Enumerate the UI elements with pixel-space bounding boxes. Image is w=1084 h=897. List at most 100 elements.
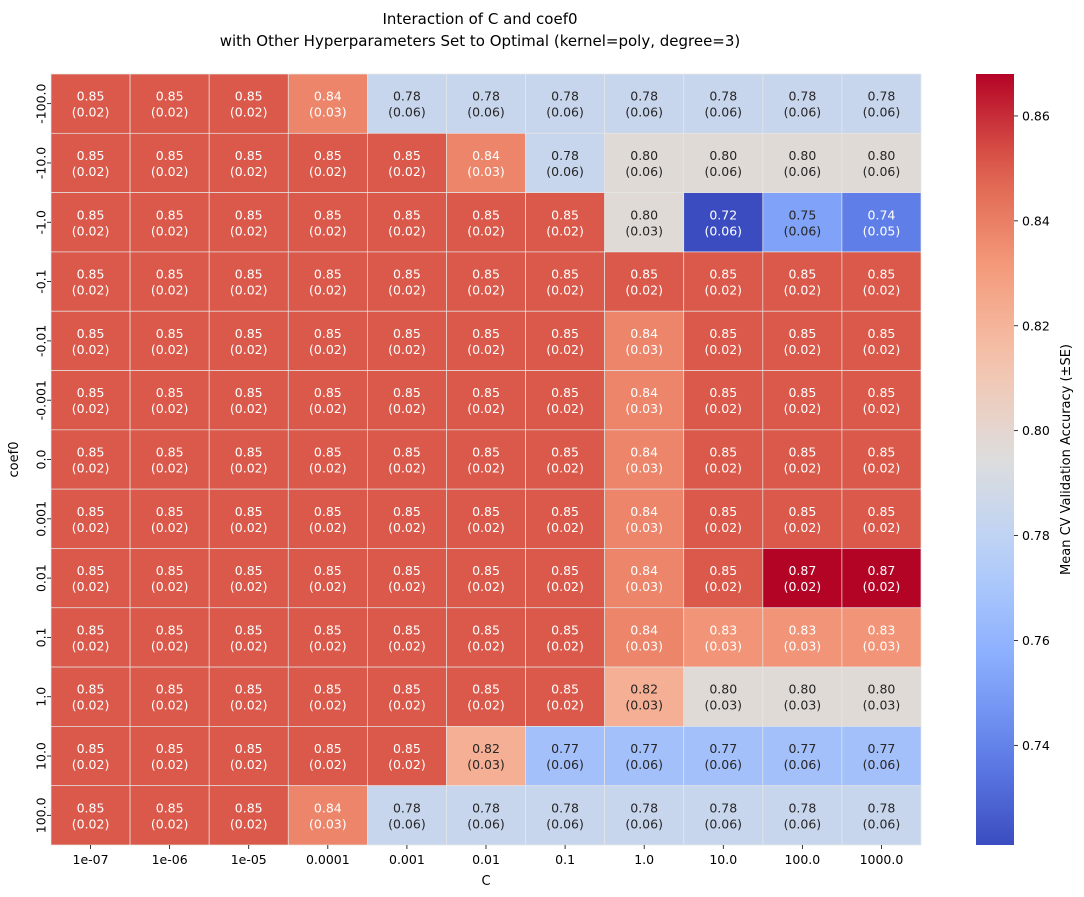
colorbar-tick-label: 0.84 xyxy=(1022,213,1050,228)
heatmap-cell-error: (0.02) xyxy=(467,401,505,416)
y-tick-label: 0.0 xyxy=(34,450,49,470)
heatmap-cell-value: 0.85 xyxy=(551,504,579,519)
heatmap-cell-error: (0.02) xyxy=(151,698,189,713)
heatmap-cell-rect xyxy=(683,488,764,549)
heatmap-cell: 0.78(0.06) xyxy=(604,73,685,134)
heatmap-cell-value: 0.85 xyxy=(77,682,105,697)
heatmap-cell-error: (0.02) xyxy=(230,638,268,653)
heatmap-cell-value: 0.84 xyxy=(630,563,658,578)
heatmap-cell-value: 0.85 xyxy=(77,800,105,815)
heatmap-cell: 0.80(0.06) xyxy=(604,132,685,193)
heatmap-cell: 0.85(0.02) xyxy=(50,132,131,193)
heatmap-cell: 0.78(0.06) xyxy=(683,785,764,846)
heatmap-cell-value: 0.85 xyxy=(709,326,737,341)
heatmap-cell-value: 0.85 xyxy=(551,207,579,222)
heatmap-cell-error: (0.02) xyxy=(546,401,584,416)
colorbar: 0.74 0.76 0.78 0.80 0.82 0.84 0.86 xyxy=(976,74,1050,845)
heatmap-cell-error: (0.02) xyxy=(388,223,426,238)
colorbar-ticks: 0.74 0.76 0.78 0.80 0.82 0.84 0.86 xyxy=(1014,108,1050,753)
heatmap-cell-rect xyxy=(604,607,685,668)
heatmap-cell-value: 0.85 xyxy=(393,622,421,637)
heatmap-cell-error: (0.02) xyxy=(546,342,584,357)
heatmap-cell: 0.80(0.06) xyxy=(762,132,843,193)
x-tick-label: 1e-06 xyxy=(152,852,188,867)
heatmap-cell-rect xyxy=(683,192,764,253)
heatmap-cell-value: 0.85 xyxy=(393,504,421,519)
heatmap-cell-error: (0.02) xyxy=(546,638,584,653)
heatmap-cell-value: 0.85 xyxy=(393,326,421,341)
heatmap-cell: 0.85(0.02) xyxy=(446,666,526,727)
heatmap-cell-value: 0.85 xyxy=(77,207,105,222)
heatmap-cell-error: (0.02) xyxy=(625,283,663,298)
heatmap-cell-value: 0.85 xyxy=(77,741,105,756)
heatmap-cell-value: 0.85 xyxy=(156,741,184,756)
heatmap-cell-rect xyxy=(208,726,289,787)
heatmap-cell-value: 0.85 xyxy=(868,504,896,519)
heatmap-cell-rect xyxy=(287,726,368,787)
heatmap-cell-error: (0.02) xyxy=(863,283,901,298)
heatmap-cell-value: 0.85 xyxy=(788,445,816,460)
heatmap-cell-value: 0.85 xyxy=(235,89,263,104)
heatmap-cell: 0.77(0.06) xyxy=(762,726,843,787)
heatmap-cell: 0.82(0.03) xyxy=(446,726,526,787)
heatmap-cell-error: (0.02) xyxy=(784,520,822,535)
heatmap-cell: 0.85(0.02) xyxy=(367,132,447,193)
heatmap-cell-rect xyxy=(762,310,843,371)
heatmap-cell-rect xyxy=(762,132,843,193)
heatmap-cell-rect xyxy=(762,370,843,431)
heatmap-cell-value: 0.78 xyxy=(709,89,737,104)
heatmap-cell-value: 0.85 xyxy=(235,563,263,578)
heatmap-cell-rect xyxy=(367,132,447,193)
heatmap-cell: 0.85(0.02) xyxy=(683,548,764,609)
y-tick-label: 100.0 xyxy=(34,797,49,833)
heatmap-cell: 0.78(0.06) xyxy=(525,785,605,846)
heatmap-cell-value: 0.80 xyxy=(630,148,658,163)
heatmap-cell-error: (0.02) xyxy=(704,461,742,476)
heatmap-cell: 0.80(0.06) xyxy=(683,132,764,193)
heatmap-cell-rect xyxy=(367,488,447,549)
x-tick-label: 10.0 xyxy=(709,852,737,867)
heatmap-cell: 0.85(0.02) xyxy=(525,429,605,490)
heatmap-cell: 0.85(0.02) xyxy=(287,488,368,549)
heatmap-cell-rect xyxy=(367,73,447,134)
heatmap-cell-value: 0.80 xyxy=(630,207,658,222)
heatmap-cell-error: (0.06) xyxy=(784,816,822,831)
heatmap-cell: 0.85(0.02) xyxy=(367,429,447,490)
x-tick-label: 100.0 xyxy=(784,852,820,867)
heatmap-cell-error: (0.02) xyxy=(309,638,347,653)
heatmap-cell: 0.85(0.02) xyxy=(683,429,764,490)
heatmap-cell-value: 0.85 xyxy=(472,267,500,282)
heatmap-cell-rect xyxy=(683,785,764,846)
heatmap-cell-error: (0.03) xyxy=(863,698,901,713)
heatmap-cell-error: (0.02) xyxy=(230,283,268,298)
heatmap-cell: 0.84(0.03) xyxy=(604,548,685,609)
heatmap-cell-value: 0.85 xyxy=(314,504,342,519)
heatmap-cell-value: 0.85 xyxy=(393,682,421,697)
heatmap-cell-error: (0.02) xyxy=(784,579,822,594)
heatmap-cell-rect xyxy=(50,132,131,193)
chart-title-line-1: Interaction of C and coef0 xyxy=(382,10,578,28)
heatmap-cell-rect xyxy=(683,251,764,312)
heatmap-cell: 0.85(0.02) xyxy=(525,370,605,431)
heatmap-cell-rect xyxy=(50,488,131,549)
heatmap-cell-error: (0.06) xyxy=(467,816,505,831)
heatmap-cell-rect xyxy=(129,370,210,431)
heatmap-cell: 0.78(0.06) xyxy=(446,785,526,846)
heatmap-cell-error: (0.02) xyxy=(230,164,268,179)
heatmap-cell-error: (0.02) xyxy=(388,757,426,772)
heatmap-cell-rect xyxy=(683,666,764,727)
heatmap-cell-value: 0.85 xyxy=(77,563,105,578)
heatmap-cell: 0.85(0.02) xyxy=(129,132,210,193)
heatmap-cell-value: 0.77 xyxy=(788,741,816,756)
heatmap-cell-error: (0.02) xyxy=(784,461,822,476)
heatmap-cell: 0.85(0.02) xyxy=(762,370,843,431)
heatmap-cell-rect xyxy=(208,132,289,193)
heatmap-cell: 0.85(0.02) xyxy=(525,607,605,668)
heatmap-cell-error: (0.06) xyxy=(625,105,663,120)
heatmap-cell-error: (0.02) xyxy=(467,638,505,653)
heatmap-cell-rect xyxy=(683,132,764,193)
heatmap-cell-error: (0.06) xyxy=(388,816,426,831)
heatmap-cell-value: 0.85 xyxy=(156,504,184,519)
heatmap-cell-value: 0.85 xyxy=(472,563,500,578)
x-tick-label: 0.0001 xyxy=(306,852,350,867)
